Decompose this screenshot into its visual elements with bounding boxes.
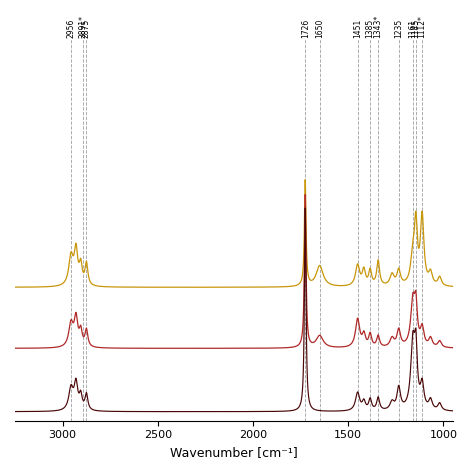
Text: 2891*: 2891* [79, 15, 88, 38]
Text: 1726: 1726 [301, 19, 310, 38]
Text: 1385: 1385 [365, 19, 374, 38]
Text: 1112*: 1112* [418, 15, 427, 38]
X-axis label: Wavenumber [cm⁻¹]: Wavenumber [cm⁻¹] [170, 446, 298, 459]
Text: 1451: 1451 [353, 19, 362, 38]
Text: 1161: 1161 [408, 19, 417, 38]
Text: 1145: 1145 [411, 19, 420, 38]
Text: 1235: 1235 [394, 19, 403, 38]
Text: 1650: 1650 [315, 19, 324, 38]
Text: 2875: 2875 [82, 19, 91, 38]
Text: 2956: 2956 [66, 19, 75, 38]
Text: 1343*: 1343* [374, 15, 383, 38]
